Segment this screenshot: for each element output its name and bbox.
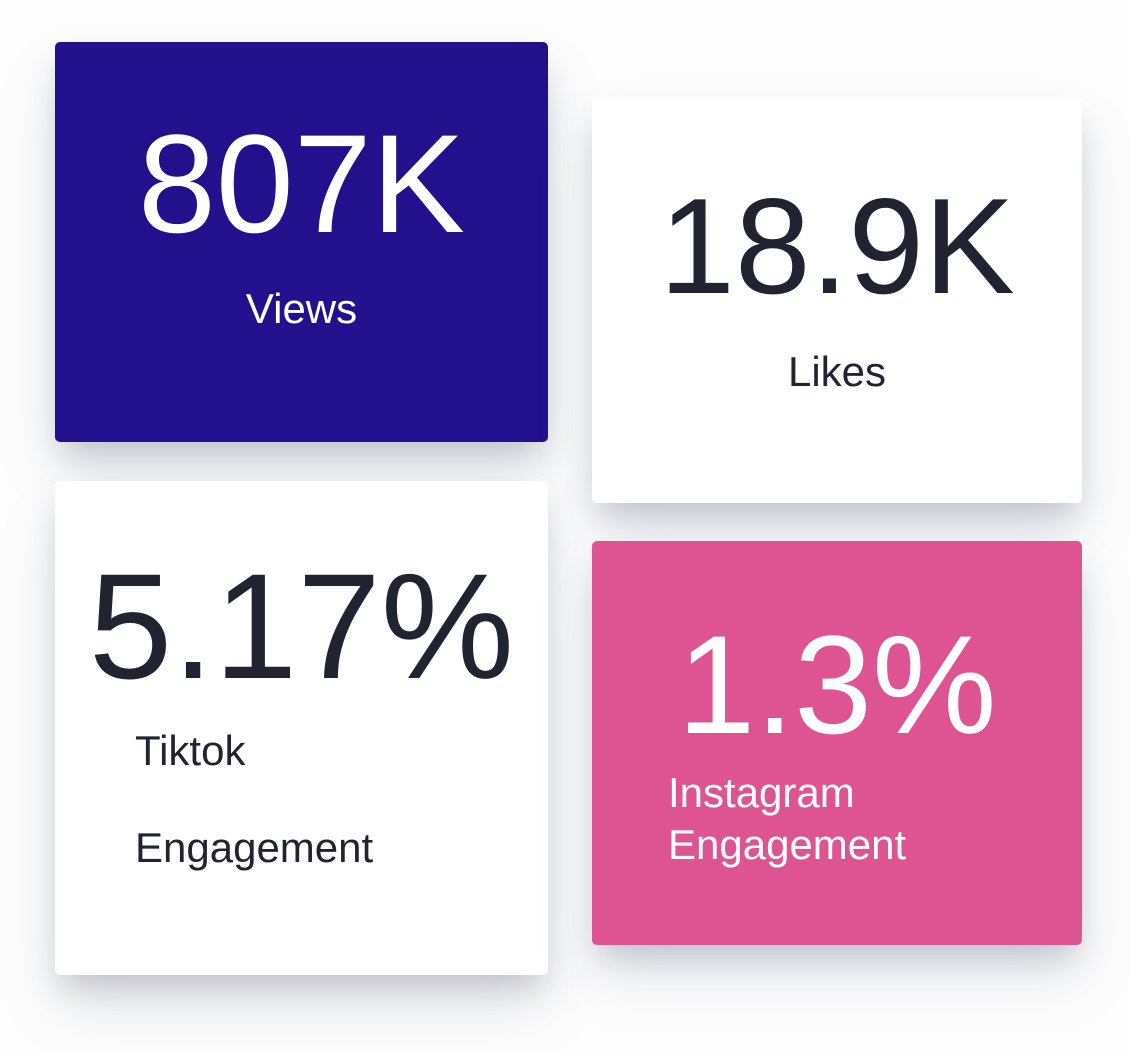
views-value: 807K [138,105,465,262]
instagram-engagement-label-line1: Instagram [668,769,855,816]
instagram-engagement-label-line2: Engagement [668,821,907,869]
tiktok-engagement-label-line2: Engagement [135,824,374,871]
stat-card-likes: 18.9K Likes [592,97,1082,503]
likes-label: Likes [787,348,887,395]
instagram-engagement-value: 1.3% [677,606,997,763]
stat-card-tiktok-engagement: 5.17% Tiktok Engagement [55,481,548,975]
instagram-engagement-label: Instagram Engagement [592,767,1082,871]
stat-card-views: 807K Views [55,42,548,442]
tiktok-engagement-value: 5.17% [88,542,515,710]
stat-card-instagram-engagement: 1.3% Instagram Engagement [592,541,1082,945]
views-label: Views [245,285,358,332]
likes-value: 18.9K [659,170,1015,322]
tiktok-engagement-label-line1: Tiktok [135,727,246,774]
